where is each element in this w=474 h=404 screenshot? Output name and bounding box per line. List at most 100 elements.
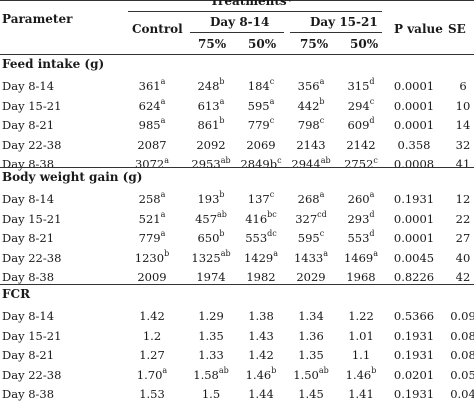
significance-letter: b — [219, 77, 225, 87]
row-label: Day 8-21 — [2, 231, 55, 246]
value: 1325 — [191, 250, 221, 265]
value: 2029 — [296, 270, 326, 285]
value: 327 — [295, 211, 318, 226]
se-cell: 22 — [455, 211, 471, 226]
significance-letter: ab — [220, 155, 231, 165]
value: 1429 — [243, 250, 274, 265]
row-label: Day 8-38 — [2, 387, 55, 402]
row-label: Day 8-14 — [2, 309, 55, 323]
value: 613 — [197, 98, 220, 113]
value: 442 — [297, 98, 320, 113]
value-cell: 595c — [298, 228, 324, 248]
se-cell: 0.04 — [450, 387, 474, 402]
value-cell: 137c — [248, 189, 274, 209]
value-cell: 553dc — [245, 228, 277, 248]
pct75-header-a: 75% — [198, 37, 227, 51]
value-cell: 2944ab — [291, 154, 330, 174]
header-bottom-rule — [0, 54, 474, 55]
day-8-14-header: Day 8-14 — [210, 15, 270, 29]
significance-letter: a — [160, 229, 166, 239]
significance-letter: a — [219, 96, 225, 106]
value-cell: 1325ab — [191, 248, 230, 268]
value-cell: 1.1 — [352, 345, 370, 365]
value: 1.42 — [139, 309, 165, 323]
significance-letter: d — [369, 209, 375, 219]
se-cell: 10 — [455, 98, 471, 113]
value: 595 — [247, 98, 270, 113]
value-cell: 268a — [298, 189, 325, 209]
row-label: Day 22-38 — [2, 250, 62, 265]
value-cell: 248b — [197, 76, 224, 96]
value: 2143 — [296, 137, 326, 152]
value-cell: 1.46b — [346, 365, 377, 385]
row-label: Day 8-21 — [2, 348, 55, 363]
significance-letter: d — [369, 116, 375, 126]
pct50-header-a: 50% — [248, 37, 277, 51]
p-value-header: P value — [394, 22, 443, 36]
section-rule — [0, 167, 474, 168]
value: 1.42 — [248, 348, 274, 363]
se-cell: 41 — [455, 157, 471, 172]
significance-letter: a — [273, 248, 279, 258]
value-cell: 294c — [348, 96, 374, 116]
value-cell: 1.35 — [198, 326, 224, 346]
value-cell: 1.2 — [143, 326, 161, 346]
significance-letter: b — [371, 365, 377, 375]
value-cell: 798c — [298, 115, 324, 135]
value: 861 — [197, 118, 220, 133]
row-label: Day 15-21 — [2, 328, 62, 343]
value-cell: 2849bc — [240, 154, 281, 174]
se-cell: 32 — [455, 137, 471, 152]
significance-letter: a — [160, 190, 166, 200]
value: 1.44 — [248, 387, 274, 402]
value: 1.70 — [136, 367, 163, 382]
p-value-cell: 0.0001 — [393, 98, 435, 113]
value: 457 — [195, 211, 218, 226]
value: 1.58 — [193, 367, 219, 382]
significance-letter: bc — [267, 209, 277, 219]
value-cell: 2069 — [246, 135, 275, 155]
value: 293 — [347, 211, 370, 226]
value-cell: 1.33 — [198, 345, 224, 365]
significance-letter: c — [269, 116, 275, 126]
p-value-cell: 0.358 — [397, 137, 431, 152]
se-cell: 42 — [455, 270, 471, 285]
value-cell: 2087 — [137, 135, 166, 155]
day-15-21-header: Day 15-21 — [310, 15, 378, 29]
value-cell: 2009 — [137, 267, 166, 287]
significance-letter: c — [269, 77, 275, 87]
value-cell: 1.46b — [246, 365, 277, 385]
section-title: Feed intake (g) — [2, 57, 105, 71]
treatments-rule — [128, 11, 382, 12]
value: 595 — [297, 231, 320, 246]
value-cell: 2092 — [196, 135, 225, 155]
value: 1.2 — [142, 328, 162, 343]
p-value-cell: 0.0001 — [393, 79, 435, 93]
top-rule — [0, 0, 474, 1]
significance-letter: a — [319, 190, 325, 200]
se-cell: 0.05 — [450, 367, 474, 382]
significance-letter: ab — [320, 155, 331, 165]
pct50-header-b: 50% — [350, 37, 379, 51]
value-cell: 293d — [347, 209, 374, 229]
value-cell: 2029 — [296, 267, 325, 287]
value-cell: 1.35 — [298, 345, 324, 365]
value-cell: 1.22 — [348, 306, 374, 326]
significance-letter: d — [369, 229, 375, 239]
value: 258 — [138, 192, 161, 206]
value-cell: 1469a — [344, 248, 378, 268]
value-cell: 595a — [248, 96, 275, 116]
significance-letter: a — [160, 96, 166, 106]
value-cell: 260a — [348, 189, 375, 209]
value-cell: 861b — [197, 115, 224, 135]
value: 260 — [347, 192, 370, 206]
value-cell: 1.34 — [298, 306, 324, 326]
value: 1.41 — [348, 387, 374, 402]
value: 1.43 — [248, 328, 274, 343]
value-cell: 650b — [197, 228, 224, 248]
se-header: SE — [448, 22, 466, 36]
value: 1.46 — [345, 367, 372, 382]
value-cell: 1.58ab — [193, 365, 229, 385]
significance-letter: a — [164, 155, 170, 165]
p-value-cell: 0.8226 — [393, 270, 435, 285]
